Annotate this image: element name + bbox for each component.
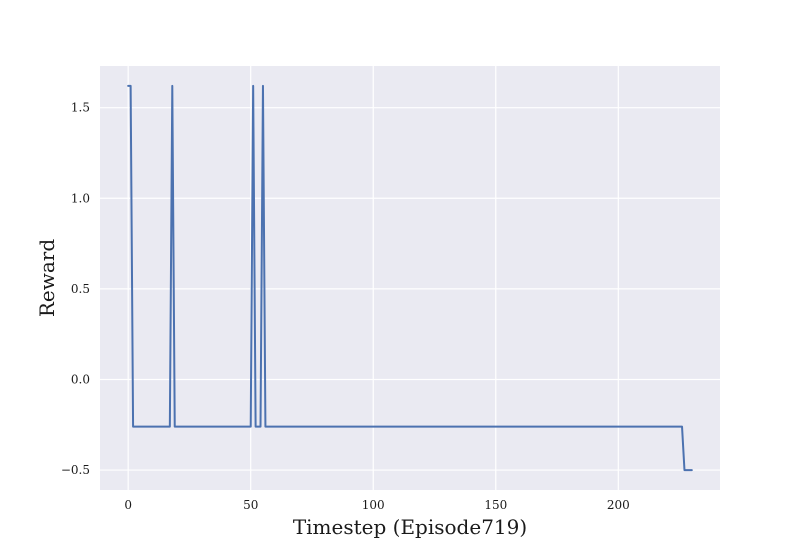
x-tick-label: 50: [243, 498, 258, 512]
y-tick-label: 1.5: [71, 101, 90, 115]
grid-lines: [100, 66, 720, 490]
x-tick-label: 0: [124, 498, 132, 512]
y-tick-label: 1.0: [71, 191, 90, 205]
y-axis-ticks: −0.5 0.0 0.5 1.0 1.5: [61, 101, 90, 477]
y-tick-label: −0.5: [61, 463, 90, 477]
x-tick-label: 200: [607, 498, 630, 512]
x-axis-title: Timestep (Episode719): [293, 515, 527, 539]
x-axis-ticks: 0 50 100 150 200: [124, 498, 629, 512]
x-tick-label: 150: [484, 498, 507, 512]
reward-series-line: [127, 84, 693, 472]
y-tick-label: 0.0: [71, 372, 90, 386]
y-axis-title: Reward: [35, 239, 59, 317]
plot-area: [100, 66, 720, 490]
series-layer: [127, 84, 693, 472]
x-tick-label: 100: [362, 498, 385, 512]
y-tick-label: 0.5: [71, 282, 90, 296]
